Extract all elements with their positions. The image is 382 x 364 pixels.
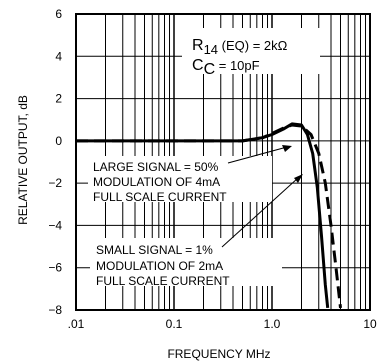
- param-c-main: C: [192, 57, 204, 74]
- y-tick-label: 4: [55, 49, 62, 63]
- small-signal-line-1: SMALL SIGNAL = 1%: [96, 243, 213, 257]
- large-signal-line-2: MODULATION OF 4mA: [93, 175, 220, 189]
- x-axis-label: FREQUENCY MHz: [167, 347, 270, 361]
- large-signal-leader: [227, 146, 288, 164]
- large-signal-box: [88, 156, 272, 202]
- param-c-rest: = 10pF: [215, 58, 260, 73]
- large-signal-line-3: FULL SCALE CURRENT: [93, 190, 227, 204]
- x-tick-label: 1.0: [264, 317, 281, 331]
- param-r14: R14 (EQ) = 2kΩ: [192, 37, 288, 57]
- small-signal-line-2: MODULATION OF 2mA: [96, 259, 223, 273]
- small-signal-arrowhead: [294, 174, 303, 183]
- y-tick-labels: −8 −6 −4 −2 0 2 4 6: [48, 7, 62, 317]
- param-r-main: R: [192, 37, 204, 54]
- param-box: [182, 28, 320, 74]
- y-tick-label: 0: [55, 134, 62, 148]
- x-tick-label: 10: [363, 317, 377, 331]
- y-tick-label: −4: [48, 218, 62, 232]
- x-tick-label: 0.1: [166, 317, 183, 331]
- y-tick-label: −6: [48, 261, 62, 275]
- param-r-rest: (EQ) = 2kΩ: [218, 38, 288, 53]
- y-axis-label: RELATIVE OUTPUT, dB: [16, 95, 30, 225]
- plot-frame: [75, 13, 371, 311]
- large-signal-arrowhead: [282, 145, 292, 152]
- y-tick-label: −2: [48, 176, 62, 190]
- small-signal-curve: [76, 122, 330, 309]
- y-tick-label: 2: [55, 92, 62, 106]
- param-c-sub: C: [204, 61, 216, 78]
- x-tick-labels: .01 0.1 1.0 10: [68, 317, 377, 331]
- curves: [76, 122, 342, 309]
- param-r-sub: 14: [204, 42, 218, 57]
- param-cc: CC = 10pF: [192, 57, 260, 78]
- y-tick-label: 6: [55, 7, 62, 21]
- small-signal-leader: [221, 177, 299, 248]
- large-signal-line-1: LARGE SIGNAL = 50%: [93, 160, 219, 174]
- x-tick-label: .01: [68, 317, 85, 331]
- y-tick-label: −8: [48, 303, 62, 317]
- small-signal-box: [90, 238, 282, 286]
- small-signal-line-3: FULL SCALE CURRENT: [96, 274, 230, 288]
